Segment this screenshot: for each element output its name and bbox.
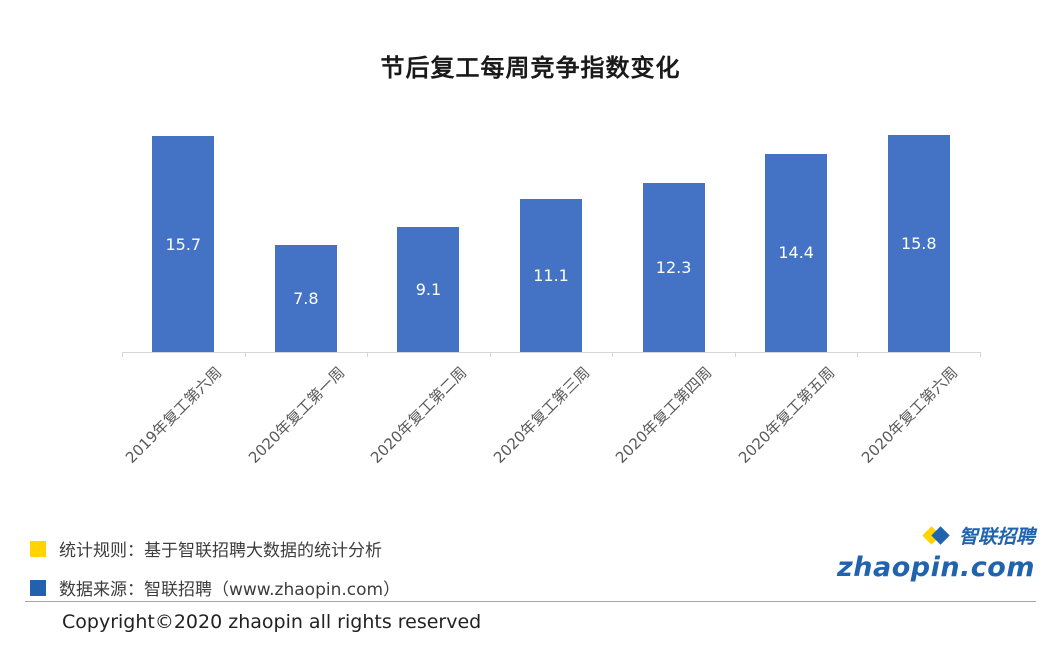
footer-divider (25, 601, 1036, 602)
x-axis-tick (857, 352, 859, 357)
bar-column: 14.4 (735, 125, 858, 352)
x-axis-tick-label: 2020年复工第六周 (857, 363, 961, 467)
bar-value-label: 7.8 (293, 288, 319, 308)
bar-value-label: 12.3 (655, 257, 692, 277)
x-axis-tick (734, 352, 736, 357)
x-axis-tick-label: 2019年复工第六周 (122, 363, 226, 467)
bar: 7.8 (274, 244, 337, 352)
bar-column: 9.1 (367, 125, 490, 352)
copyright-text: Copyright©2020 zhaopin all rights reserv… (62, 611, 482, 633)
legend-swatch-blue (30, 579, 46, 596)
chart-title: 节后复工每周竞争指数变化 (380, 54, 681, 82)
bar: 14.4 (765, 153, 828, 352)
bar: 9.1 (397, 226, 460, 352)
bar-value-label: 9.1 (415, 279, 442, 299)
legend-swatch-yellow (30, 540, 46, 557)
x-axis-tick (244, 352, 246, 357)
bar-value-label: 11.1 (533, 266, 569, 286)
bar-value-label: 15.7 (165, 234, 202, 254)
x-axis-tick-label: 2020年复工第三周 (489, 363, 594, 467)
bar-column: 12.3 (612, 125, 735, 352)
bar-value-label: 15.8 (900, 233, 937, 253)
bar-value-label: 14.4 (778, 243, 814, 263)
bar-column: 15.8 (857, 125, 980, 352)
legend-text-source: 数据来源：智联招聘（www.zhaopin.com） (59, 580, 401, 600)
bar-column: 11.1 (490, 125, 613, 352)
bar: 15.8 (887, 134, 950, 352)
bar-column: 7.8 (245, 125, 368, 352)
logo-top-row: 智联招聘 (837, 522, 1035, 549)
logo-domain-text: zhaopin.com (837, 552, 1035, 583)
x-axis-tick (612, 352, 614, 357)
x-axis-tick (980, 352, 981, 357)
legend-text-rules: 统计规则：基于智联招聘大数据的统计分析 (59, 541, 382, 561)
x-axis-tick-label: 2020年复工第五周 (734, 363, 839, 467)
bar: 11.1 (520, 199, 583, 352)
x-axis-tick-label: 2020年复工第四周 (612, 363, 716, 467)
legend-row-rules: 统计规则：基于智联招聘大数据的统计分析 (30, 536, 400, 561)
zhaopin-logo: 智联招聘 zhaopin.com (837, 522, 1035, 583)
legend-row-source: 数据来源：智联招聘（www.zhaopin.com） (30, 575, 400, 600)
x-axis-labels: 2019年复工第六周 2020年复工第一周 2020年复工第二周 2020年复工第三周… (122, 362, 980, 487)
bar-column: 15.7 (122, 125, 245, 352)
footer-legend: 统计规则：基于智联招聘大数据的统计分析 数据来源：智联招聘（www.zhaopi… (30, 536, 400, 600)
bar: 12.3 (642, 182, 705, 352)
bar: 15.7 (152, 136, 215, 352)
x-axis-tick-label: 2020年复工第一周 (244, 363, 348, 467)
x-axis-tick (122, 352, 123, 357)
zhaopin-logo-icon (922, 525, 951, 547)
logo-brand-text: 智联招聘 (958, 526, 1035, 548)
x-axis (122, 352, 981, 357)
plot-area: 15.7 7.8 9.1 11.1 12.3 14.4 15.8 (122, 125, 980, 352)
x-axis-tick-label: 2020年复工第二周 (367, 363, 471, 467)
x-axis-tick (367, 352, 369, 357)
x-axis-tick (489, 352, 491, 357)
